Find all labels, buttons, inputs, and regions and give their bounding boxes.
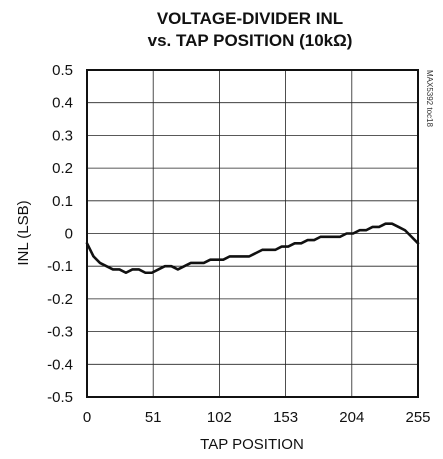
x-tick-label: 51 (145, 409, 162, 426)
chart-title-line2: vs. TAP POSITION (10kΩ) (148, 31, 353, 50)
figure-id-note: MAX5392 toc18 (425, 70, 434, 127)
y-tick-label: 0.4 (52, 95, 73, 112)
y-tick-label: -0.5 (47, 389, 73, 406)
y-tick-label: 0.5 (52, 62, 73, 79)
plot-frame (86, 69, 419, 398)
y-tick-label: -0.4 (47, 356, 73, 373)
x-tick-label: 0 (83, 409, 91, 426)
y-tick-label: 0.2 (52, 160, 73, 177)
x-axis-label: TAP POSITION (200, 436, 304, 453)
x-tick-label: 255 (405, 409, 430, 426)
y-axis-label: INL (LSB) (15, 200, 32, 265)
y-tick-label: 0.3 (52, 127, 73, 144)
y-tick-label: -0.3 (47, 324, 73, 341)
x-tick-label: 102 (207, 409, 232, 426)
x-tick-labels: 0 51 102 153 204 255 (83, 409, 431, 426)
x-tick-label: 204 (339, 409, 364, 426)
y-tick-label: -0.2 (47, 291, 73, 308)
x-tick-label: 153 (273, 409, 298, 426)
inl-series-line (85, 222, 420, 275)
grid (86, 69, 419, 398)
y-tick-label: 0 (65, 226, 73, 243)
y-tick-labels: 0.5 0.4 0.3 0.2 0.1 0 -0.1 -0.2 -0.3 -0.4 -0.5 (47, 62, 73, 406)
y-tick-label: -0.1 (47, 258, 73, 275)
chart-title-line1: VOLTAGE-DIVIDER INL (157, 9, 343, 28)
y-tick-label: 0.1 (52, 193, 73, 210)
